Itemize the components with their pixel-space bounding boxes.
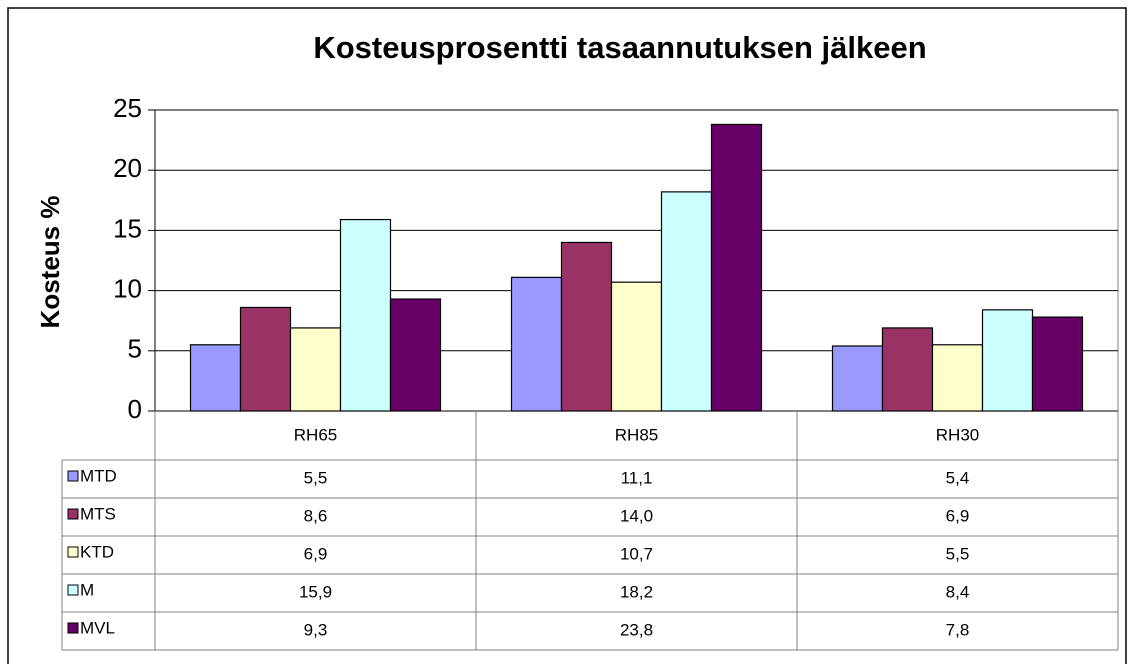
table-value: 15,9 [299, 582, 332, 601]
table-value: 10,7 [620, 544, 653, 563]
table-value: 9,3 [304, 620, 328, 639]
legend-swatch [67, 584, 79, 596]
bar [610, 281, 663, 412]
x-tick-label: RH85 [615, 425, 658, 444]
table-value: 8,6 [304, 506, 328, 525]
bar [710, 123, 763, 412]
bar [560, 241, 613, 412]
x-tick-label: RH30 [936, 425, 979, 444]
y-tick-label: 10 [113, 273, 142, 303]
bar [189, 344, 242, 412]
y-tick-label: 15 [113, 213, 142, 243]
bar [931, 344, 984, 412]
bar [831, 345, 884, 412]
table-value: 7,8 [946, 620, 970, 639]
bar [1031, 316, 1084, 412]
legend-label: MTD [80, 466, 117, 485]
table-value: 6,9 [304, 544, 328, 563]
x-tick-label: RH65 [294, 425, 337, 444]
legend-label: MVL [80, 618, 115, 637]
y-axis-label: Kosteus % [35, 196, 65, 329]
bar [660, 191, 713, 412]
table-value: 23,8 [620, 620, 653, 639]
chart-title: Kosteusprosentti tasaannutuksen jälkeen [313, 30, 926, 65]
legend-label: MTS [80, 504, 116, 523]
table-value: 5,5 [304, 468, 328, 487]
y-tick-label: 0 [128, 394, 142, 424]
bar [289, 327, 342, 412]
table-value: 6,9 [946, 506, 970, 525]
bar [339, 218, 392, 412]
y-tick-label: 5 [128, 334, 142, 364]
legend-swatch [67, 622, 79, 634]
y-tick-label: 25 [113, 93, 142, 123]
table-value: 8,4 [946, 582, 970, 601]
bar [239, 306, 292, 412]
table-value: 18,2 [620, 582, 653, 601]
bar [981, 309, 1034, 412]
bar [389, 298, 442, 412]
table-value: 5,4 [946, 468, 970, 487]
table-value: 14,0 [620, 506, 653, 525]
legend-label: M [80, 580, 94, 599]
table-value: 11,1 [621, 468, 653, 487]
y-tick-label: 20 [113, 153, 142, 183]
legend-label: KTD [80, 542, 114, 561]
bar [881, 327, 934, 412]
legend-swatch [67, 546, 79, 558]
table-value: 5,5 [946, 544, 970, 563]
legend-swatch [67, 508, 79, 520]
bar [510, 276, 563, 412]
legend-swatch [67, 470, 79, 482]
